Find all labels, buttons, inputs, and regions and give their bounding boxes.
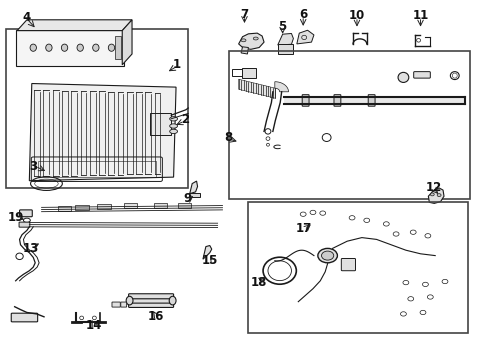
Ellipse shape bbox=[169, 117, 177, 121]
Polygon shape bbox=[296, 30, 313, 44]
Bar bbox=[283, 97, 464, 104]
Polygon shape bbox=[238, 33, 264, 49]
Polygon shape bbox=[189, 181, 197, 194]
Text: 14: 14 bbox=[85, 319, 102, 332]
Text: 12: 12 bbox=[425, 181, 442, 194]
Text: 9: 9 bbox=[183, 192, 191, 205]
Bar bbox=[248, 202, 468, 333]
Bar bbox=[228, 51, 469, 199]
Polygon shape bbox=[238, 79, 275, 98]
Ellipse shape bbox=[108, 44, 114, 51]
FancyBboxPatch shape bbox=[367, 95, 374, 106]
FancyBboxPatch shape bbox=[241, 68, 256, 78]
Text: 11: 11 bbox=[411, 9, 428, 22]
Text: 15: 15 bbox=[202, 255, 218, 267]
FancyBboxPatch shape bbox=[149, 113, 171, 135]
FancyBboxPatch shape bbox=[16, 30, 123, 66]
FancyBboxPatch shape bbox=[188, 193, 199, 197]
FancyBboxPatch shape bbox=[115, 36, 121, 59]
Ellipse shape bbox=[253, 37, 258, 40]
Text: 3: 3 bbox=[29, 160, 37, 173]
Polygon shape bbox=[122, 20, 132, 65]
Text: 10: 10 bbox=[348, 9, 365, 22]
FancyBboxPatch shape bbox=[75, 205, 88, 210]
FancyBboxPatch shape bbox=[153, 203, 166, 208]
Ellipse shape bbox=[45, 44, 52, 51]
FancyBboxPatch shape bbox=[121, 302, 126, 307]
FancyBboxPatch shape bbox=[20, 210, 32, 217]
Ellipse shape bbox=[169, 124, 177, 128]
Text: 16: 16 bbox=[147, 310, 163, 323]
FancyBboxPatch shape bbox=[128, 298, 173, 303]
FancyBboxPatch shape bbox=[413, 72, 429, 78]
FancyBboxPatch shape bbox=[341, 258, 355, 271]
Ellipse shape bbox=[30, 44, 36, 51]
Ellipse shape bbox=[321, 251, 333, 260]
Ellipse shape bbox=[317, 248, 337, 263]
Ellipse shape bbox=[169, 296, 176, 305]
Polygon shape bbox=[17, 20, 132, 31]
Text: 8: 8 bbox=[224, 131, 232, 144]
Text: 4: 4 bbox=[23, 11, 31, 24]
Text: 7: 7 bbox=[240, 8, 248, 21]
Polygon shape bbox=[29, 84, 176, 181]
Text: 17: 17 bbox=[295, 222, 312, 235]
Text: 18: 18 bbox=[250, 276, 267, 289]
Text: 13: 13 bbox=[22, 242, 39, 255]
FancyBboxPatch shape bbox=[19, 222, 30, 227]
Ellipse shape bbox=[241, 39, 245, 42]
FancyBboxPatch shape bbox=[112, 302, 120, 307]
Polygon shape bbox=[203, 246, 211, 259]
Text: 19: 19 bbox=[7, 211, 24, 224]
Polygon shape bbox=[241, 47, 248, 54]
FancyBboxPatch shape bbox=[302, 95, 308, 106]
Polygon shape bbox=[427, 188, 443, 203]
Text: 6: 6 bbox=[299, 8, 306, 21]
Text: 1: 1 bbox=[173, 58, 181, 71]
Ellipse shape bbox=[93, 44, 99, 51]
Ellipse shape bbox=[61, 44, 67, 51]
FancyBboxPatch shape bbox=[128, 294, 173, 299]
FancyBboxPatch shape bbox=[128, 302, 173, 307]
FancyBboxPatch shape bbox=[124, 203, 137, 208]
FancyBboxPatch shape bbox=[277, 44, 293, 54]
Ellipse shape bbox=[77, 44, 83, 51]
FancyBboxPatch shape bbox=[58, 206, 71, 211]
Ellipse shape bbox=[436, 194, 440, 197]
FancyBboxPatch shape bbox=[178, 203, 191, 208]
Ellipse shape bbox=[429, 193, 433, 196]
FancyBboxPatch shape bbox=[97, 204, 110, 209]
FancyBboxPatch shape bbox=[11, 313, 38, 322]
FancyBboxPatch shape bbox=[333, 95, 340, 106]
Bar bbox=[6, 29, 188, 188]
Ellipse shape bbox=[169, 129, 177, 134]
Text: 5: 5 bbox=[278, 21, 286, 33]
Ellipse shape bbox=[397, 72, 408, 82]
Text: 2: 2 bbox=[181, 113, 188, 126]
Ellipse shape bbox=[126, 296, 133, 305]
Polygon shape bbox=[277, 33, 293, 45]
Polygon shape bbox=[274, 82, 288, 92]
